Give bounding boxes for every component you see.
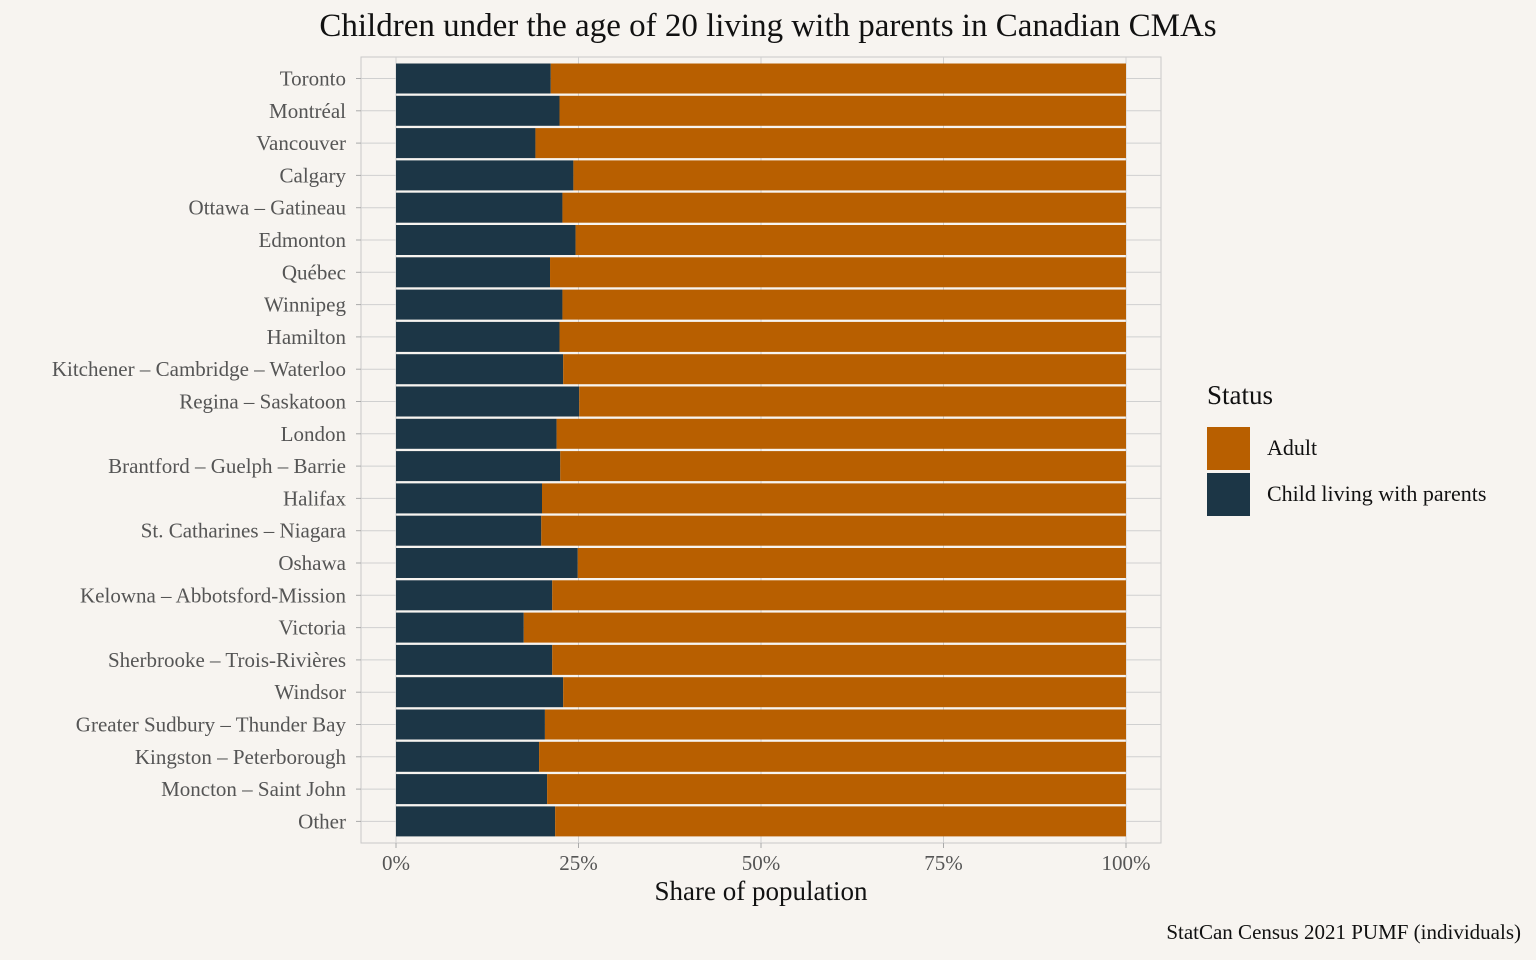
y-tick-label: Kingston – Peterborough	[135, 745, 347, 769]
bar-segment	[396, 741, 540, 772]
bar-segment	[396, 354, 564, 385]
y-tick-label: Moncton – Saint John	[161, 777, 346, 801]
bar-segment	[575, 225, 1126, 255]
y-tick-label: Regina – Saskatoon	[179, 390, 346, 414]
bar-segment	[396, 548, 578, 578]
y-tick-label: Halifax	[283, 486, 346, 510]
bar-segment	[396, 483, 542, 514]
bar-segment	[396, 515, 542, 546]
bar-segment	[396, 289, 563, 320]
chart-title: Children under the age of 20 living with…	[319, 8, 1217, 44]
bar-segment	[396, 644, 553, 675]
bar-segment	[396, 451, 561, 482]
legend-item: Child living with parents	[1207, 471, 1486, 517]
legend-swatch	[1207, 426, 1250, 470]
caption: StatCan Census 2021 PUMF (individuals)	[1166, 920, 1521, 944]
x-tick-label: 0%	[382, 851, 410, 875]
y-tick-label: Winnipeg	[264, 293, 346, 317]
bar-segment	[547, 774, 1126, 805]
bar-segment	[523, 612, 1126, 643]
bar-segment	[550, 257, 1126, 288]
bar-segment	[396, 160, 574, 191]
bar-segment	[577, 548, 1126, 578]
legend-item: Adult	[1207, 425, 1486, 471]
bar-segment	[573, 160, 1126, 191]
bar-segment	[396, 806, 556, 837]
legend-swatch	[1207, 472, 1250, 516]
y-tick-label: Montréal	[269, 99, 346, 123]
bar-segment	[396, 95, 560, 126]
bar-segment	[541, 515, 1126, 546]
y-tick-label: London	[281, 422, 347, 446]
x-tick-label: 75%	[924, 851, 963, 875]
legend-label: Adult	[1267, 435, 1318, 460]
bar-segment	[579, 386, 1126, 417]
x-tick-label: 25%	[559, 851, 598, 875]
y-tick-label: Ottawa – Gatineau	[189, 196, 347, 220]
bar-segment	[396, 321, 560, 352]
bar-segment	[542, 483, 1126, 514]
y-tick-label: Victoria	[278, 616, 346, 640]
y-tick-label: Calgary	[280, 163, 347, 187]
bar-segment	[555, 806, 1126, 837]
legend-label: Child living with parents	[1267, 481, 1487, 506]
y-tick-label: Oshawa	[278, 551, 346, 575]
bar-segment	[396, 63, 551, 94]
bar-segment	[396, 709, 545, 740]
bar-segment	[550, 63, 1126, 94]
bar-segment	[396, 677, 564, 708]
bar-segment	[396, 257, 551, 288]
legend: Status Adult Child living with parents	[1207, 380, 1486, 517]
bar-segment	[563, 354, 1126, 385]
y-tick-label: Greater Sudbury – Thunder Bay	[76, 713, 347, 737]
bar-segment	[559, 321, 1126, 352]
bar-segment	[396, 774, 548, 805]
bar-segment	[396, 612, 524, 643]
y-tick-label: Windsor	[275, 680, 346, 704]
y-tick-label: Québec	[282, 260, 346, 284]
bar-segment	[562, 192, 1126, 223]
bar-segment	[556, 418, 1126, 449]
bar-segment	[563, 677, 1126, 708]
y-tick-label: Sherbrooke – Trois-Rivières	[108, 648, 346, 672]
y-tick-label: Edmonton	[259, 228, 347, 252]
bar-segment	[559, 95, 1126, 126]
y-tick-label: Other	[298, 809, 346, 833]
y-tick-label: St. Catharines – Niagara	[141, 519, 347, 543]
x-axis-label: Share of population	[654, 876, 868, 906]
bar-segment	[396, 225, 576, 255]
bar-segment	[562, 289, 1126, 320]
legend-items: Adult Child living with parents	[1207, 425, 1486, 517]
y-tick-label: Kelowna – Abbotsford-Mission	[80, 583, 346, 607]
bar-segment	[396, 580, 553, 611]
x-tick-label: 100%	[1102, 851, 1151, 875]
y-tick-label: Brantford – Guelph – Barrie	[108, 454, 346, 478]
bar-segment	[560, 451, 1126, 482]
y-tick-label: Vancouver	[256, 131, 346, 155]
bar-segment	[535, 128, 1126, 159]
bar-segment	[544, 709, 1126, 740]
legend-title: Status	[1207, 380, 1274, 410]
bar-segment	[396, 386, 580, 417]
bar-segment	[396, 128, 536, 159]
y-tick-label: Hamilton	[267, 325, 347, 349]
bar-segment	[552, 644, 1126, 675]
x-tick-label: 50%	[742, 851, 781, 875]
y-tick-label: Kitchener – Cambridge – Waterloo	[52, 357, 346, 381]
y-tick-label: Toronto	[280, 67, 346, 91]
bar-segment	[396, 192, 563, 223]
bar-segment	[396, 418, 557, 449]
bar-segment	[539, 741, 1126, 772]
bar-segment	[552, 580, 1126, 611]
